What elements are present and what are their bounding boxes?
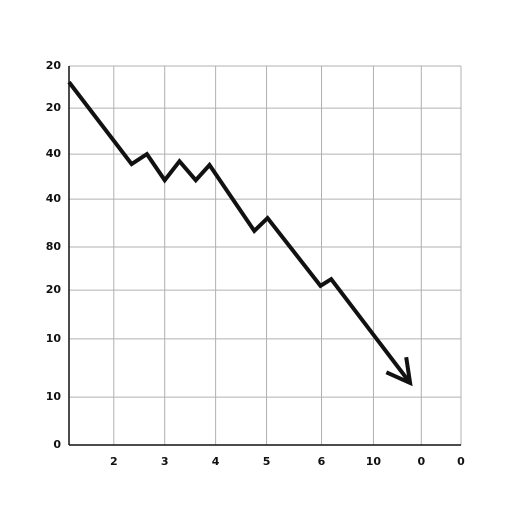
y-tick-label: 20 [46, 101, 62, 114]
x-tick-label: 5 [263, 455, 271, 468]
y-tick-label: 40 [46, 192, 62, 205]
y-tick-label: 80 [46, 240, 62, 253]
x-tick-label: 2 [110, 455, 118, 468]
y-tick-label: 20 [46, 283, 62, 296]
y-tick-label: 0 [53, 438, 61, 451]
x-tick-label: 6 [318, 455, 326, 468]
x-tick-label: 0 [457, 455, 465, 468]
x-tick-label: 4 [212, 455, 220, 468]
x-tick-label: 0 [417, 455, 425, 468]
y-tick-label: 20 [46, 59, 62, 72]
x-tick-label: 3 [161, 455, 169, 468]
y-tick-label: 40 [46, 147, 62, 160]
x-tick-label: 10 [366, 455, 382, 468]
y-tick-label: 10 [46, 332, 62, 345]
arrowhead [385, 356, 413, 387]
line [67, 80, 412, 385]
y-tick-label: 10 [46, 390, 62, 403]
